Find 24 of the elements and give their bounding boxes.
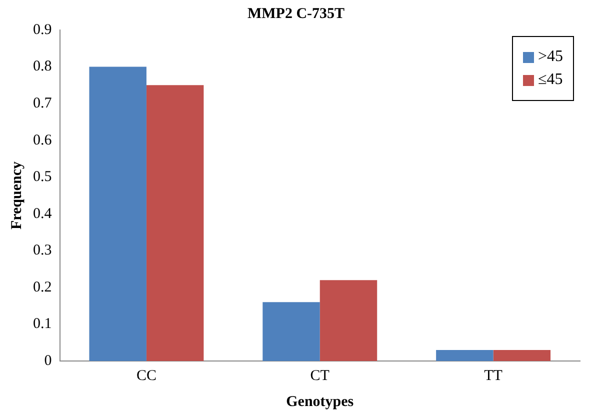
x-tick-label: CT (310, 368, 330, 384)
y-tick-label: 0.4 (33, 206, 52, 222)
y-tick-label: 0.5 (33, 169, 52, 186)
bar (146, 85, 204, 361)
y-tick-label: 0.7 (33, 95, 52, 112)
legend-label: >45 (538, 48, 563, 66)
x-tick-label: TT (484, 368, 502, 384)
y-tick-label: 0 (44, 352, 52, 369)
x-tick-label: CC (136, 368, 156, 384)
bar (320, 280, 378, 361)
legend-label: ≤45 (538, 71, 563, 89)
bar (262, 302, 320, 361)
y-tick-label: 0.1 (33, 316, 52, 332)
bar (493, 350, 551, 361)
y-axis-title: Frequency (8, 160, 25, 230)
chart-title: MMP2 C-735T (246, 6, 346, 23)
y-tick-label: 0.6 (33, 132, 52, 148)
bar (436, 350, 494, 361)
y-tick-label: 0.2 (33, 279, 52, 296)
y-tick-label: 0.3 (33, 242, 52, 259)
bar (89, 66, 146, 361)
y-tick-label: 0.9 (33, 22, 52, 38)
y-tick-label: 0.8 (33, 58, 52, 75)
x-axis-title: Genotypes (286, 394, 354, 410)
